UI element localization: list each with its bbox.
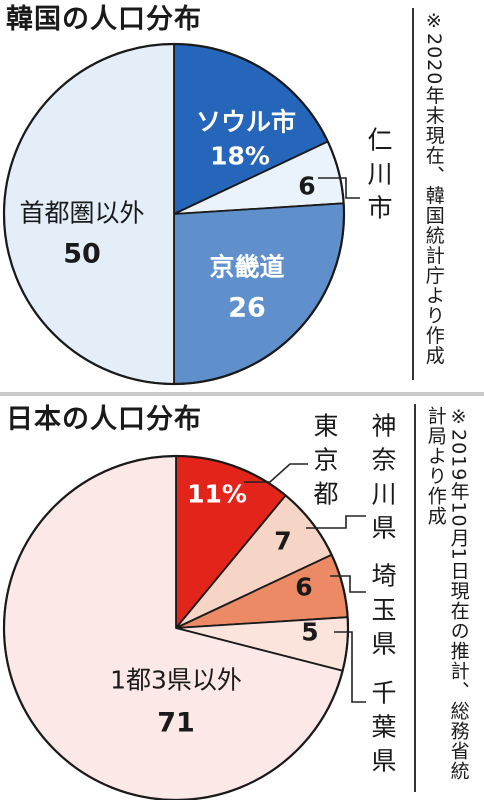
svg-text:神: 神 bbox=[371, 412, 396, 441]
japan-leader-saitama bbox=[330, 575, 366, 593]
svg-text:京: 京 bbox=[313, 446, 338, 475]
svg-text:葉: 葉 bbox=[371, 713, 396, 742]
korea-value-gyeonggi: 26 bbox=[228, 293, 266, 324]
japan-source-note: ※2019年10月1日現在の推計、総務省統計局より作成 bbox=[424, 406, 470, 781]
korea-value-incheon: 6 bbox=[298, 172, 315, 201]
svg-text:市: 市 bbox=[367, 194, 392, 223]
korea-label-seoul: ソウル市 bbox=[196, 108, 296, 137]
japan-label-outside: 1都3県以外 bbox=[110, 666, 242, 695]
japan-chart-title: 日本の人口分布 bbox=[6, 404, 202, 435]
svg-text:県: 県 bbox=[371, 747, 396, 776]
svg-text:県: 県 bbox=[371, 630, 396, 659]
svg-text:川: 川 bbox=[367, 160, 392, 189]
korea-chart-panel: 韓国の人口分布 ソウル市 18% 6 仁川市京畿道 26 首都圏以外 50 ※2020年末現… bbox=[0, 0, 484, 392]
korea-source-note: ※2020年末現在、韓国統計庁より作成 bbox=[422, 10, 445, 366]
japan-value-outside: 71 bbox=[157, 708, 195, 739]
svg-text:仁: 仁 bbox=[367, 126, 392, 155]
korea-leader-incheon bbox=[318, 177, 360, 199]
japan-label-chiba: 千葉県 bbox=[371, 679, 396, 776]
svg-text:奈: 奈 bbox=[371, 446, 396, 475]
korea-chart-title: 韓国の人口分布 bbox=[6, 4, 202, 35]
japan-leader-kanagawa bbox=[306, 515, 366, 529]
japan-value-tokyo: 11% bbox=[187, 480, 247, 509]
japan-note-rule bbox=[414, 404, 416, 792]
panel-divider bbox=[0, 392, 484, 396]
svg-text:千: 千 bbox=[371, 679, 396, 708]
japan-value-kanagawa: 7 bbox=[274, 527, 291, 556]
svg-text:埼: 埼 bbox=[371, 562, 396, 591]
svg-text:東: 東 bbox=[313, 412, 338, 441]
korea-note-rule bbox=[412, 8, 414, 380]
japan-value-chiba: 5 bbox=[301, 618, 318, 647]
korea-label-outside: 首都圏以外 bbox=[19, 199, 144, 228]
korea-label-incheon: 仁川市 bbox=[367, 126, 392, 223]
korea-value-outside: 50 bbox=[63, 239, 101, 270]
svg-text:玉: 玉 bbox=[371, 596, 396, 625]
japan-value-saitama: 6 bbox=[295, 573, 312, 602]
korea-label-gyeonggi: 京畿道 bbox=[209, 253, 284, 282]
korea-value-seoul: 18% bbox=[210, 142, 270, 171]
japan-label-tokyo: 東京都 bbox=[313, 412, 338, 509]
japan-label-saitama: 埼玉県 bbox=[371, 562, 396, 659]
svg-text:県: 県 bbox=[371, 514, 396, 543]
japan-chart-panel: 日本の人口分布 11% 東京都 7 神奈川県 6 埼玉県 5 千葉県 1都3県以外 71 ※201… bbox=[0, 396, 484, 800]
japan-leader-chiba bbox=[334, 631, 366, 703]
japan-leader-tokyo bbox=[244, 463, 308, 483]
svg-text:都: 都 bbox=[313, 480, 338, 509]
svg-text:川: 川 bbox=[371, 480, 396, 509]
